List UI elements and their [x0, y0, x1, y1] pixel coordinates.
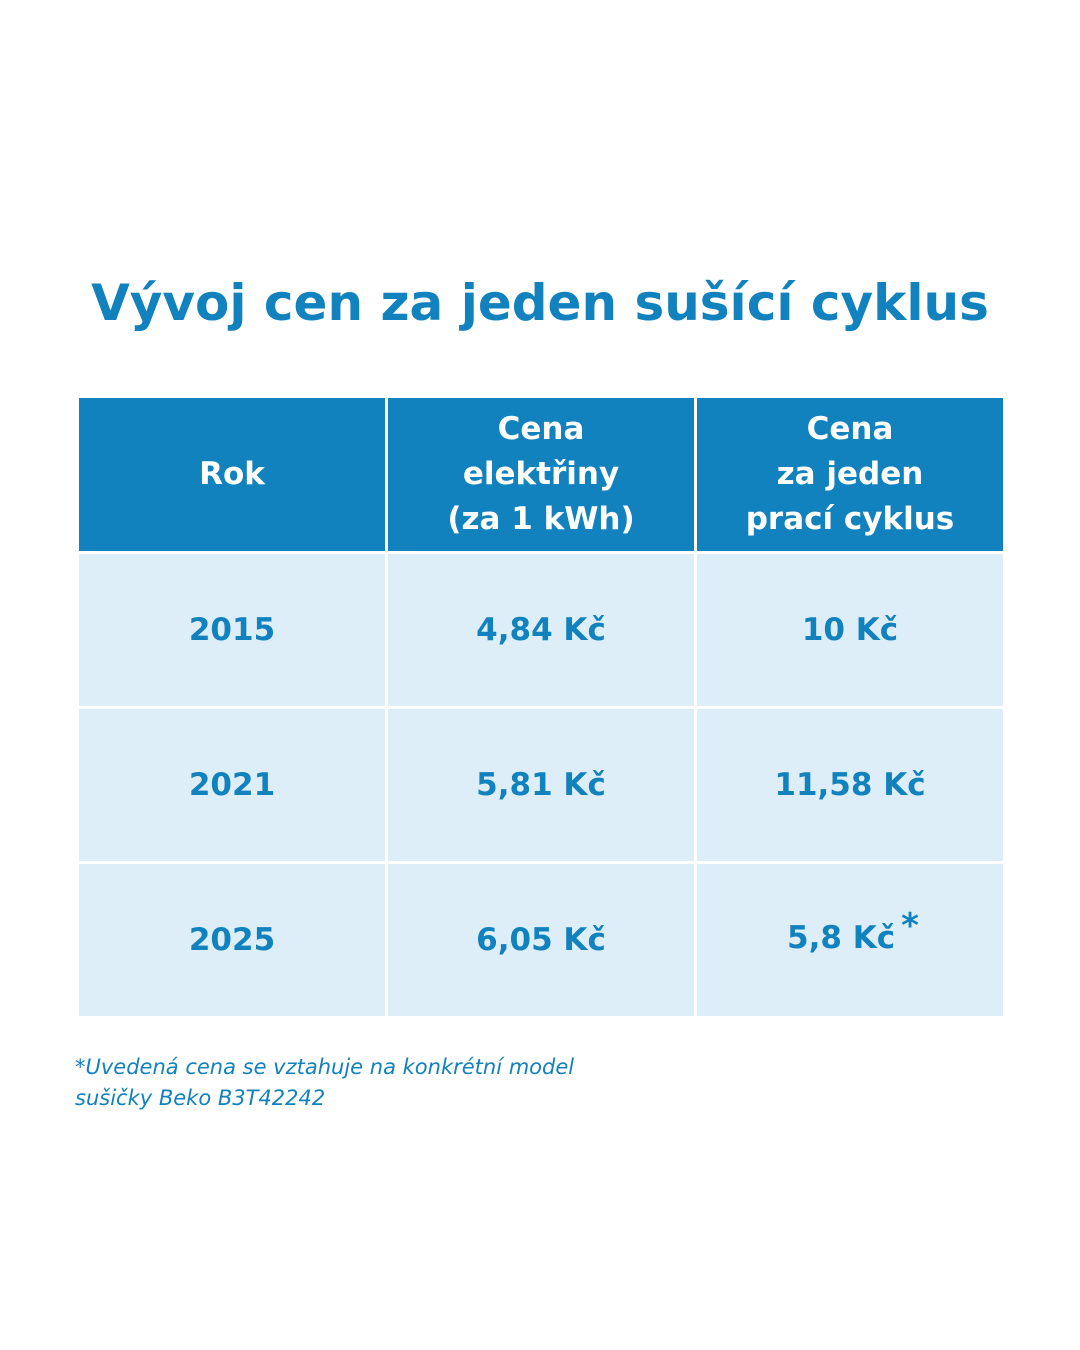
- header-year: Rok: [76, 395, 388, 554]
- header-electricity-line-2: elektřiny: [462, 456, 620, 492]
- table-header-row: Rok Cena elektřiny (za 1 kWh) Cena za je…: [76, 395, 1006, 554]
- price-table-container: Rok Cena elektřiny (za 1 kWh) Cena za je…: [76, 395, 1006, 1019]
- header-year-label: Rok: [199, 456, 265, 492]
- header-electricity-line-1: Cena: [497, 411, 585, 447]
- cell-cycle-price: 11,58 Kč: [694, 706, 1006, 864]
- cell-year: 2015: [76, 551, 388, 709]
- footnote-marker: *: [901, 906, 919, 946]
- header-cycle-line-3: prací cyklus: [745, 501, 955, 537]
- cell-electricity-price: 5,81 Kč: [385, 706, 697, 864]
- footnote-line-2: sušičky Beko B3T42242: [75, 1086, 326, 1110]
- cell-year: 2021: [76, 706, 388, 864]
- table-row: 2025 6,05 Kč 5,8 Kč *: [76, 861, 1006, 1019]
- cycle-price-value: 5,8 Kč: [787, 920, 896, 956]
- header-electricity-line-3: (za 1 kWh): [447, 501, 635, 537]
- cell-electricity-price: 6,05 Kč: [385, 861, 697, 1019]
- table-row: 2021 5,81 Kč 11,58 Kč: [76, 706, 1006, 864]
- header-cycle-price: Cena za jeden prací cyklus: [694, 395, 1006, 554]
- cell-electricity-price: 4,84 Kč: [385, 551, 697, 709]
- price-table: Rok Cena elektřiny (za 1 kWh) Cena za je…: [76, 395, 1006, 1019]
- footnote: *Uvedená cena se vztahuje na konkrétní m…: [75, 1052, 675, 1114]
- header-electricity-price: Cena elektřiny (za 1 kWh): [385, 395, 697, 554]
- cell-cycle-price: 10 Kč: [694, 551, 1006, 709]
- table-row: 2015 4,84 Kč 10 Kč: [76, 551, 1006, 709]
- cell-year: 2025: [76, 861, 388, 1019]
- page-title: Vývoj cen za jeden sušící cyklus: [91, 274, 989, 332]
- header-cycle-line-1: Cena: [806, 411, 894, 447]
- cell-cycle-price: 5,8 Kč *: [694, 861, 1006, 1019]
- cycle-price-value: 11,58 Kč: [774, 767, 926, 803]
- cycle-price-value: 10 Kč: [801, 612, 899, 648]
- header-cycle-line-2: za jeden: [776, 456, 924, 492]
- footnote-line-1: *Uvedená cena se vztahuje na konkrétní m…: [75, 1055, 575, 1079]
